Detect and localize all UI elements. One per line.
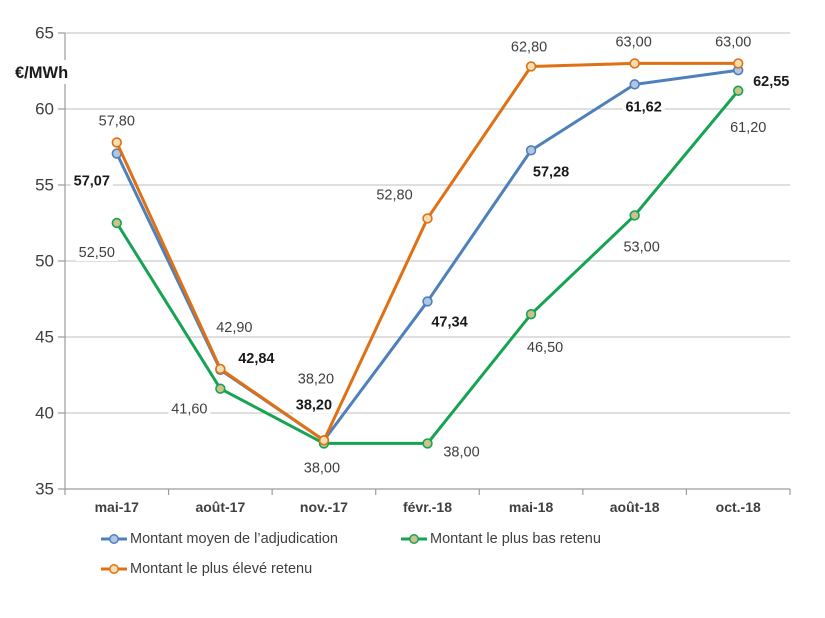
data-point-marker-s2-5: [629, 58, 640, 69]
data-label-bg-s0-2: [292, 397, 335, 414]
series-line-1: [115, 89, 740, 445]
data-label-bg-s1-6: [727, 119, 770, 136]
data-point-label-s1-6: 61,20: [730, 120, 766, 136]
y-tick-label: 35: [35, 480, 54, 499]
data-point-marker-s1-5: [629, 210, 640, 221]
data-label-bg-s1-2: [300, 460, 343, 477]
x-tick-label: août-18: [610, 499, 660, 515]
data-point-marker-s2-3: [422, 213, 433, 224]
data-point-label-s0-6: 62,55: [753, 74, 789, 90]
data-label-bg-s2-0: [95, 113, 138, 130]
data-label-bg-s1-5: [620, 239, 663, 256]
data-point-marker-s0-5: [629, 79, 640, 90]
data-label-bg-s2-6: [712, 34, 755, 51]
data-label-bg-s2-1: [213, 319, 256, 336]
data-point-label-s1-0: 52,50: [79, 245, 115, 261]
x-tick-label: août-17: [195, 499, 245, 515]
legend-item-montant-bas: Montant le plus bas retenu: [400, 529, 601, 549]
legend-marker-montant-eleve-icon: [101, 564, 127, 574]
data-point-label-s2-6: 63,00: [715, 34, 751, 50]
data-label-bg-s0-1: [235, 350, 278, 367]
x-tick-label: févr.-18: [403, 499, 452, 515]
data-label-bg-s1-3: [440, 444, 483, 461]
y-tick-label: 45: [35, 328, 54, 347]
data-point-marker-s2-4: [525, 61, 537, 72]
x-tick-label: mai-17: [95, 499, 140, 515]
data-label-bg-s1-1: [168, 401, 211, 418]
data-point-label-s0-5: 61,62: [625, 99, 661, 115]
data-label-bg-s2-2: [294, 371, 337, 388]
data-point-marker-s0-4: [525, 145, 537, 156]
legend-label-montant-bas: Montant le plus bas retenu: [430, 531, 601, 547]
data-point-label-s1-3: 38,00: [443, 444, 479, 460]
data-label-bg-s2-5: [612, 34, 655, 51]
data-point-label-s1-2: 38,00: [304, 460, 340, 476]
legend-item-montant-moyen: Montant moyen de l’adjudication: [100, 529, 338, 549]
data-point-label-s0-2: 38,20: [296, 397, 332, 413]
y-axis-title-bg: [13, 60, 91, 84]
data-label-bg-s0-5: [622, 99, 665, 116]
data-label-bg-s0-6: [750, 74, 793, 91]
data-point-marker-s1-0: [111, 217, 122, 229]
data-label-bg-s2-3: [373, 187, 416, 204]
y-tick-label: 50: [35, 252, 54, 271]
data-point-marker-s2-6: [733, 58, 744, 69]
data-label-bg-s1-0: [75, 245, 118, 261]
data-point-marker-s2-0: [111, 137, 122, 148]
y-axis-title: €/MWh: [15, 64, 68, 82]
data-point-label-s2-5: 63,00: [615, 34, 651, 50]
data-point-marker-s1-3: [422, 438, 433, 449]
data-point-label-s1-4: 46,50: [527, 340, 563, 356]
x-tick-label: oct.-18: [716, 499, 761, 515]
data-point-label-s0-0: 57,07: [74, 174, 110, 190]
data-point-label-s2-0: 57,80: [99, 113, 135, 129]
legend-label-montant-moyen: Montant moyen de l’adjudication: [130, 531, 338, 547]
data-point-label-s0-3: 47,34: [431, 314, 467, 330]
data-label-bg-s2-4: [508, 39, 551, 56]
data-point-marker-s0-3: [422, 296, 433, 307]
legend-marker-montant-moyen-icon: [101, 534, 127, 544]
data-label-bg-s1-4: [524, 340, 567, 357]
data-point-label-s2-1: 42,90: [216, 320, 252, 336]
x-tick-label: nov.-17: [300, 499, 348, 515]
y-tick-label: 40: [35, 404, 54, 423]
data-point-marker-s2-2: [318, 435, 330, 446]
y-tick-label: 60: [35, 100, 54, 119]
data-point-label-s2-2: 38,20: [298, 371, 334, 387]
data-label-bg-s0-0: [70, 173, 113, 190]
data-label-bg-s0-3: [428, 314, 471, 331]
data-point-label-s2-4: 62,80: [511, 39, 547, 55]
data-point-label-s0-1: 42,84: [238, 351, 274, 367]
data-point-marker-s1-1: [215, 383, 226, 394]
y-tick-label: 65: [35, 24, 54, 43]
x-tick-label: mai-18: [509, 499, 554, 515]
data-point-label-s0-4: 57,28: [533, 164, 569, 180]
data-point-label-s1-1: 41,60: [171, 402, 207, 418]
data-point-label-s2-3: 52,80: [376, 187, 412, 203]
data-point-label-s1-5: 53,00: [623, 239, 659, 255]
legend-label-montant-eleve: Montant le plus élevé retenu: [130, 561, 313, 577]
legend-marker-montant-bas-icon: [401, 534, 427, 544]
legend-item-montant-eleve: Montant le plus élevé retenu: [100, 559, 312, 579]
y-tick-label: 55: [35, 176, 54, 195]
data-point-marker-s1-4: [525, 309, 537, 320]
data-label-bg-s0-4: [530, 164, 573, 181]
data-point-marker-s2-1: [215, 363, 226, 375]
data-point-marker-s1-6: [733, 85, 744, 96]
